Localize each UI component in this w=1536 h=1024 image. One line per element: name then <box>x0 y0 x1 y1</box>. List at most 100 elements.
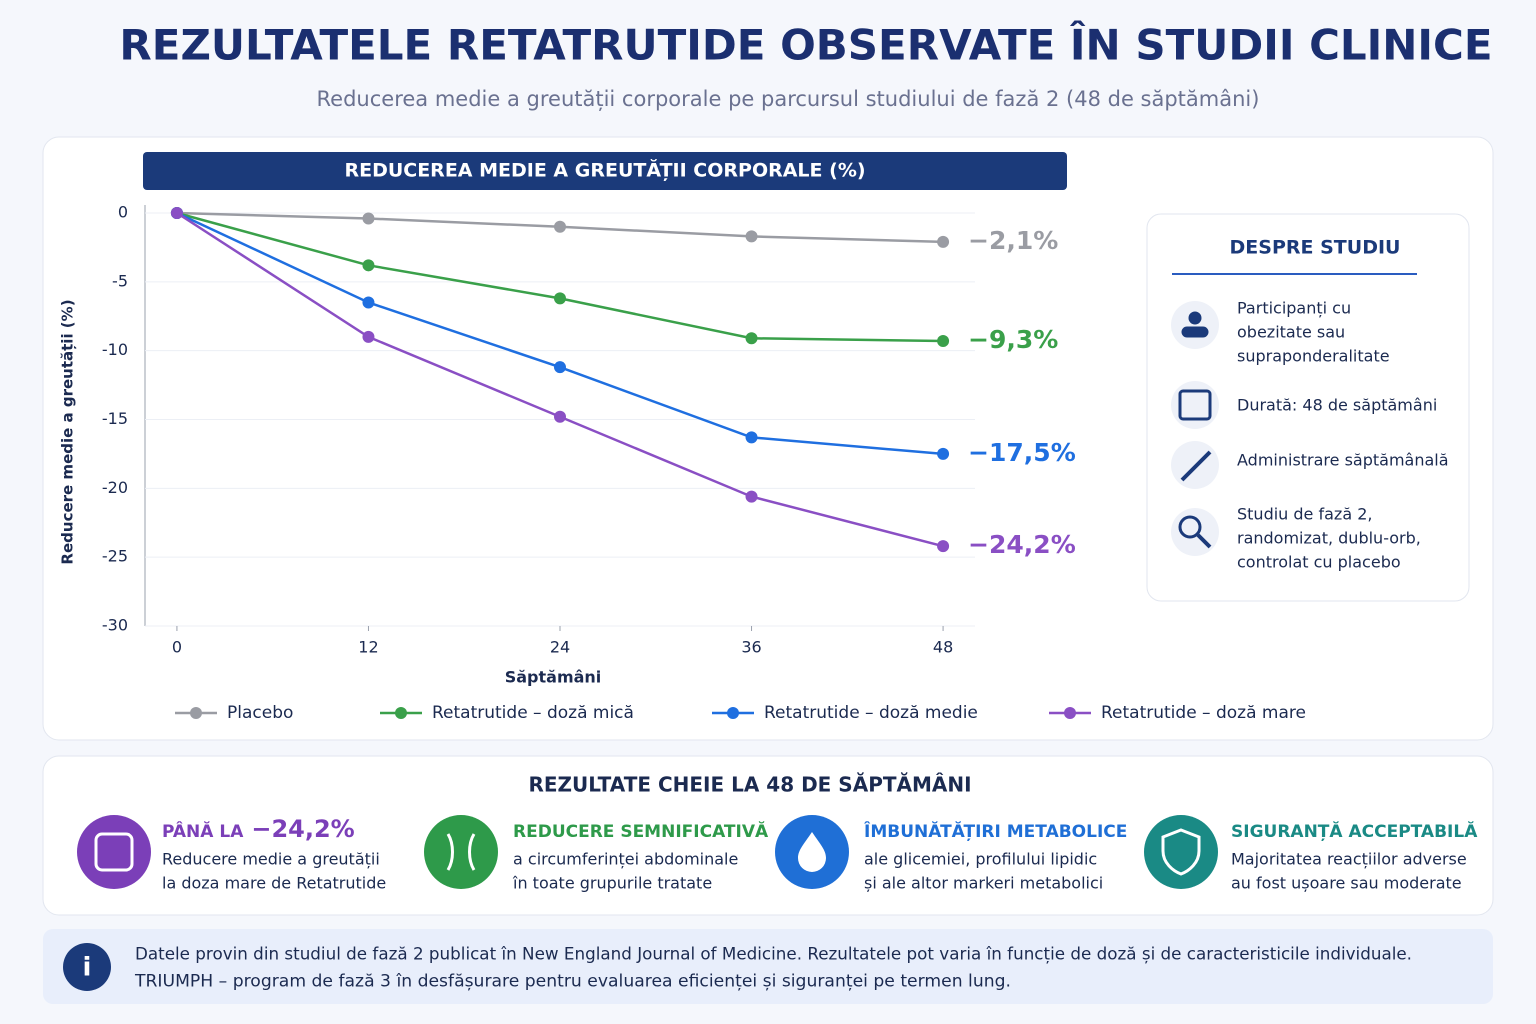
footer: Datele provin din studiul de fază 2 publ… <box>134 945 1412 991</box>
point <box>745 332 758 345</box>
result-text: la doza mare de Retatrutide <box>162 874 386 893</box>
point <box>362 212 375 225</box>
about-text: obezitate sau <box>1237 323 1345 342</box>
about-text: controlat cu placebo <box>1237 553 1401 572</box>
point <box>937 235 950 248</box>
about-items: Participanți cu obezitate sau suprapondera… <box>1237 299 1449 572</box>
point <box>362 330 375 343</box>
about-text: Studiu de fază 2, <box>1237 505 1372 524</box>
about-text: Participanți cu <box>1237 299 1351 318</box>
legend-label: Retatrutide – doză mică <box>432 703 634 723</box>
value-label: −9,3% <box>968 325 1058 354</box>
glyph <box>1181 326 1209 338</box>
chart-title: REDUCEREA MEDIE A GREUTĂȚII CORPORALE (%… <box>344 158 865 182</box>
legend-marker <box>395 707 407 719</box>
legend-marker <box>190 707 202 719</box>
about-text: randomizat, dublu-orb, <box>1237 529 1421 548</box>
result-highlight: −24,2% <box>251 815 354 843</box>
point <box>362 296 375 309</box>
about-glyphs <box>1178 311 1212 549</box>
icon-waist <box>424 815 498 889</box>
about-title: DESPRE STUDIU <box>1230 237 1401 259</box>
legend: Placebo Retatrutide – doză mică Retatrutid… <box>175 703 1306 723</box>
result-text: au fost ușoare sau moderate <box>1231 874 1462 893</box>
y-tick-label: -25 <box>102 547 128 566</box>
footer-text: Datele provin din studiul de fază 2 publ… <box>135 945 1412 964</box>
footer-panel <box>43 929 1493 1004</box>
point <box>554 220 566 233</box>
results-title: REZULTATE CHEIE LA 48 DE SĂPTĂMÂNI <box>528 773 971 797</box>
results-panel <box>42 755 1494 916</box>
glyph <box>94 832 134 872</box>
y-tick-label: -5 <box>112 271 128 290</box>
x-tick-label: 0 <box>172 638 182 657</box>
value-label: −24,2% <box>968 530 1076 559</box>
legend-label: Retatrutide – doză mare <box>1101 703 1306 723</box>
glyph <box>1178 389 1212 421</box>
icon-search <box>1171 508 1219 556</box>
about-text: Administrare săptămânală <box>1237 451 1449 470</box>
icon-people <box>1171 301 1219 349</box>
point <box>745 431 758 444</box>
point <box>937 447 950 460</box>
about-text: supraponderalitate <box>1237 347 1390 366</box>
info-glyph: i <box>83 953 92 983</box>
legend-marker <box>1064 707 1076 719</box>
chart-header <box>143 152 1067 190</box>
x-tick-label: 24 <box>550 638 570 657</box>
result-title: REDUCERE SEMNIFICATIVĂ <box>513 820 769 842</box>
x-axis-label: Săptămâni <box>505 668 602 687</box>
result-text: a circumferinței abdominale <box>513 850 738 869</box>
point <box>937 540 950 553</box>
results-items: PÂNĂ LA −24,2% Reducere medie a greutății l… <box>162 815 1478 893</box>
icon-scale <box>77 815 151 889</box>
glyph <box>798 832 826 872</box>
icon-calendar <box>1171 381 1219 429</box>
about-text: Durată: 48 de săptămâni <box>1237 396 1437 415</box>
result-text: Reducere medie a greutății <box>162 850 380 869</box>
glyph <box>1161 828 1201 876</box>
y-axis-label: Reducere medie a greutății (%) <box>59 299 77 564</box>
result-title: PÂNĂ LA <box>162 820 244 842</box>
about-panel <box>1146 213 1470 602</box>
subtitle: Reducerea medie a greutății corporale pe… <box>317 87 1260 111</box>
plot: 0 -5 -10 -15 -20 -25 -30 0 12 24 36 48 −2,1% −9,3% −17… <box>102 203 1076 657</box>
footer-text: TRIUMPH – program de fază 3 în desfășura… <box>134 972 1011 991</box>
legend-label: Placebo <box>227 703 293 723</box>
y-tick-label: -10 <box>102 340 128 359</box>
y-tick-label: 0 <box>118 203 128 222</box>
glyph <box>446 833 476 871</box>
value-label: −17,5% <box>968 438 1076 467</box>
point <box>745 230 758 243</box>
value-label: −2,1% <box>968 226 1058 255</box>
point <box>554 410 566 423</box>
glyph <box>1180 450 1212 482</box>
legend-marker <box>727 707 739 719</box>
point <box>362 259 375 272</box>
info-icon <box>63 943 111 991</box>
x-tick-label: 36 <box>741 638 761 657</box>
result-text: și ale altor markeri metabolici <box>864 874 1103 893</box>
y-tick-label: -20 <box>102 478 128 497</box>
y-tick-label: -15 <box>102 409 128 428</box>
result-title: SIGURANȚĂ ACCEPTABILĂ <box>1231 820 1478 842</box>
glyph <box>1178 515 1202 539</box>
point <box>554 292 566 305</box>
point <box>554 361 566 374</box>
result-text: Majoritatea reacțiilor adverse <box>1231 850 1467 869</box>
result-text: în toate grupurile tratate <box>512 874 712 893</box>
glyph <box>1196 533 1212 549</box>
x-tick-label: 12 <box>358 638 378 657</box>
x-tick-label: 48 <box>933 638 953 657</box>
point <box>170 207 183 219</box>
y-tick-label: -30 <box>102 616 128 635</box>
point <box>937 335 950 348</box>
title: REZULTATELE RETATRUTIDE OBSERVATE ÎN STU… <box>119 20 1492 70</box>
point <box>745 490 758 503</box>
icon-shield <box>1144 815 1218 889</box>
result-title: ÎMBUNĂTĂȚIRI METABOLICE <box>864 820 1127 842</box>
result-text: ale glicemiei, profilului lipidic <box>864 850 1097 869</box>
glyph <box>1188 311 1202 325</box>
